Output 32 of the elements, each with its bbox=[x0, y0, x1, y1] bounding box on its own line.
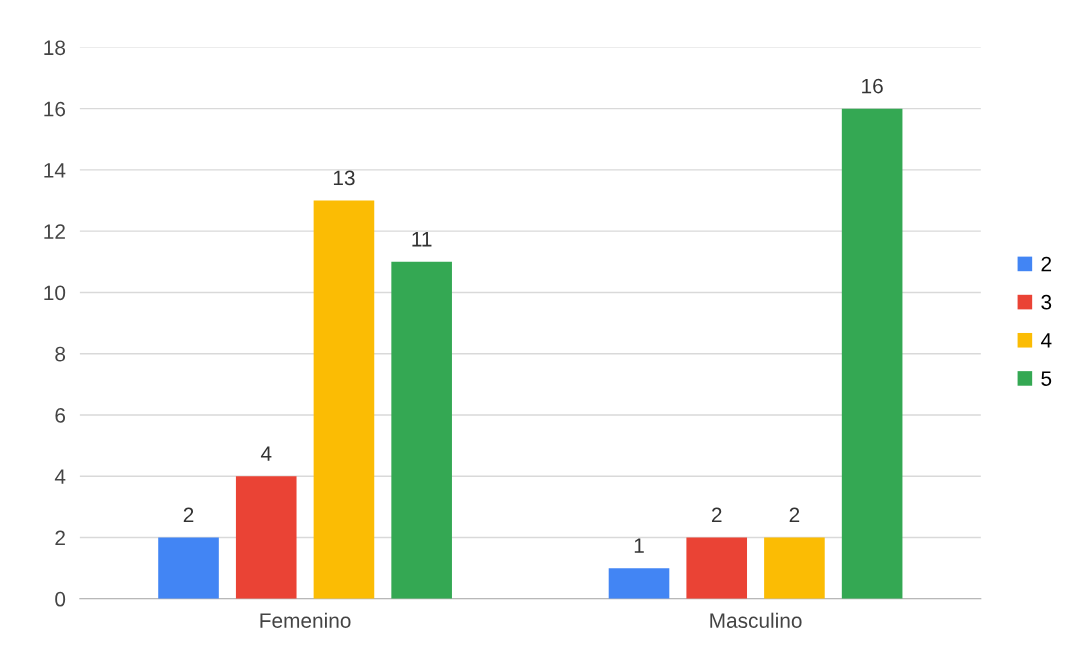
data-label: 16 bbox=[862, 78, 883, 94]
legend-label: 2 bbox=[1041, 256, 1052, 272]
bar bbox=[391, 261, 452, 599]
data-label: 1 bbox=[634, 538, 644, 553]
bar bbox=[235, 476, 297, 599]
y-tick-label: 18 bbox=[44, 40, 66, 56]
data-label: 13 bbox=[333, 170, 355, 186]
data-label: 4 bbox=[260, 446, 272, 461]
bar bbox=[158, 537, 219, 599]
y-tick-label: 12 bbox=[44, 224, 65, 239]
data-label: 11 bbox=[412, 232, 432, 247]
bar bbox=[608, 568, 670, 599]
legend-label: 3 bbox=[1041, 294, 1052, 310]
legend-label: 5 bbox=[1041, 371, 1052, 386]
x-tick-label: Masculino bbox=[710, 612, 802, 628]
y-tick-label: 2 bbox=[55, 530, 65, 546]
legend-label: 4 bbox=[1040, 333, 1052, 348]
y-tick-label: 10 bbox=[44, 285, 66, 301]
y-tick-label: 4 bbox=[54, 469, 66, 484]
y-tick-label: 0 bbox=[55, 591, 66, 607]
x-tick-label: Femenino bbox=[260, 612, 351, 628]
bar bbox=[313, 200, 375, 599]
y-tick-label: 6 bbox=[55, 407, 66, 423]
y-tick-label: 14 bbox=[44, 163, 66, 178]
y-tick-label: 8 bbox=[55, 346, 66, 362]
bar bbox=[841, 108, 903, 599]
data-label: 2 bbox=[789, 507, 800, 523]
data-label: 2 bbox=[711, 507, 722, 523]
bar bbox=[686, 537, 748, 599]
y-tick-label: 16 bbox=[44, 101, 66, 117]
bar bbox=[764, 537, 825, 599]
data-label: 2 bbox=[183, 507, 194, 523]
